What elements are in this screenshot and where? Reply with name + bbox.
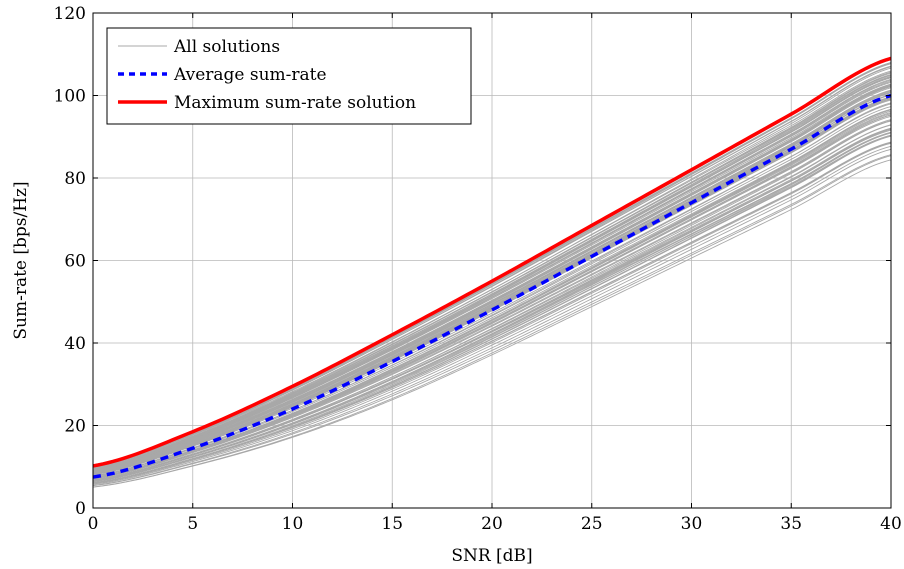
x-tick-label: 30 [681,514,703,534]
x-tick-label: 0 [88,514,99,534]
solution-line [92,114,892,479]
y-tick-label: 40 [64,334,86,354]
legend-entry-average: Average sum-rate [173,65,327,85]
legend: All solutions Average sum-rate Maximum s… [106,27,472,125]
solution-line [92,108,892,477]
x-axis-label: SNR [dB] [451,546,532,566]
legend-box [106,27,472,125]
x-tick-label: 40 [880,514,902,534]
y-tick-label: 60 [64,252,86,272]
y-tick-label: 20 [64,417,86,437]
solution-line [92,62,892,468]
x-tick-label: 5 [187,514,198,534]
solution-line [92,98,892,475]
solution-line [92,119,892,479]
solution-line [92,148,892,486]
solution-line [92,90,892,474]
all-solutions-lines [92,57,892,488]
solution-line [92,141,892,484]
y-tick-label: 80 [64,169,86,189]
solution-line [92,145,892,485]
series-lines [92,56,892,479]
solution-line [92,67,892,470]
solution-line [92,84,892,473]
x-tick-label: 20 [481,514,503,534]
y-tick-label: 120 [54,4,86,24]
solution-line [92,91,892,475]
y-tick-label: 0 [75,499,86,519]
solution-line [92,112,892,478]
solution-line [92,124,892,481]
solution-line [92,75,892,471]
solution-line [92,154,892,487]
solution-line [92,72,892,470]
y-tick-label: 100 [54,87,86,107]
solution-line [92,159,892,488]
y-axis-label: Sum-rate [bps/Hz] [11,181,31,339]
x-tick-label: 25 [581,514,603,534]
maximum-sum-rate-line [92,56,892,468]
x-tick-label: 15 [381,514,403,534]
solution-line [92,128,892,482]
solution-line [92,142,892,485]
solution-line [92,155,892,488]
solution-line [92,74,892,471]
solution-line [92,78,892,472]
x-tick-label: 10 [282,514,304,534]
solution-line [92,120,892,480]
axis-ticks: 0 5 10 15 20 25 30 35 40 0 20 40 60 80 100 120 [54,4,902,534]
x-tick-label: 35 [780,514,802,534]
solution-line [92,132,892,484]
legend-entry-maximum: Maximum sum-rate solution [174,93,416,113]
legend-entry-all-solutions: All solutions [173,37,280,57]
average-sum-rate-line [92,93,892,479]
solution-line [92,102,892,477]
solution-line [92,65,892,468]
